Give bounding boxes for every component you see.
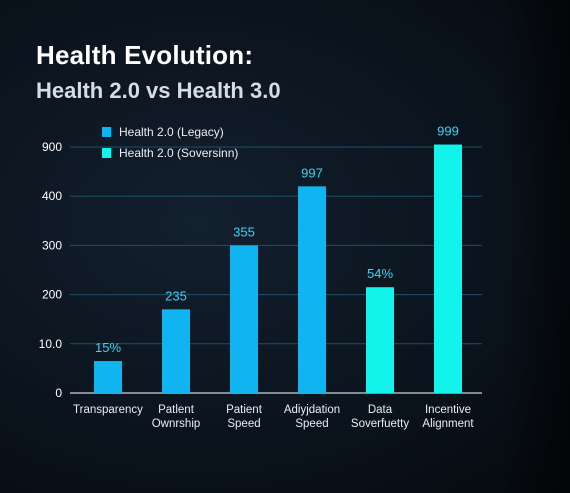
legend-label: Health 2.0 (Legacy) [119,125,224,139]
y-tick-label: 300 [42,238,62,252]
background-vignette [500,0,570,493]
bar-value-label: 355 [233,224,255,239]
x-tick-label: Soverfuetty [351,418,409,430]
x-tick-label: Patlent [158,404,195,416]
bar [298,186,326,393]
bar [230,245,258,393]
x-tick-label: Alignment [422,418,474,430]
bar [434,144,462,393]
bar-value-label: 54% [367,266,393,281]
chart-title: Health Evolution: [36,40,254,70]
x-tick-label: Incentive [425,404,471,416]
bar-value-label: 15% [95,340,121,355]
x-tick-label: Speed [295,418,328,430]
legend-swatch [102,148,111,158]
bar-value-label: 235 [165,288,187,303]
y-tick-label: 200 [42,288,62,302]
bar-value-label: 997 [301,165,323,180]
x-tick-label: Patient [226,404,263,416]
bar [162,309,190,393]
chart-subtitle: Health 2.0 vs Health 3.0 [36,78,281,103]
x-tick-label: Ownrship [152,418,201,430]
bar-value-label: 999 [437,124,459,139]
legend-swatch [102,127,111,137]
y-tick-label: 0 [55,386,62,400]
legend-label: Health 2.0 (Soversinn) [119,146,238,160]
bar [94,361,122,393]
y-tick-label: 400 [42,189,62,203]
bar [366,287,394,393]
y-tick-label: 900 [42,140,62,154]
x-tick-label: Data [368,404,393,416]
x-tick-label: Transparency [73,404,143,416]
y-tick-label: 10.0 [39,337,63,351]
x-tick-label: Speed [227,418,260,430]
x-tick-label: Adiyjdation [284,404,340,416]
